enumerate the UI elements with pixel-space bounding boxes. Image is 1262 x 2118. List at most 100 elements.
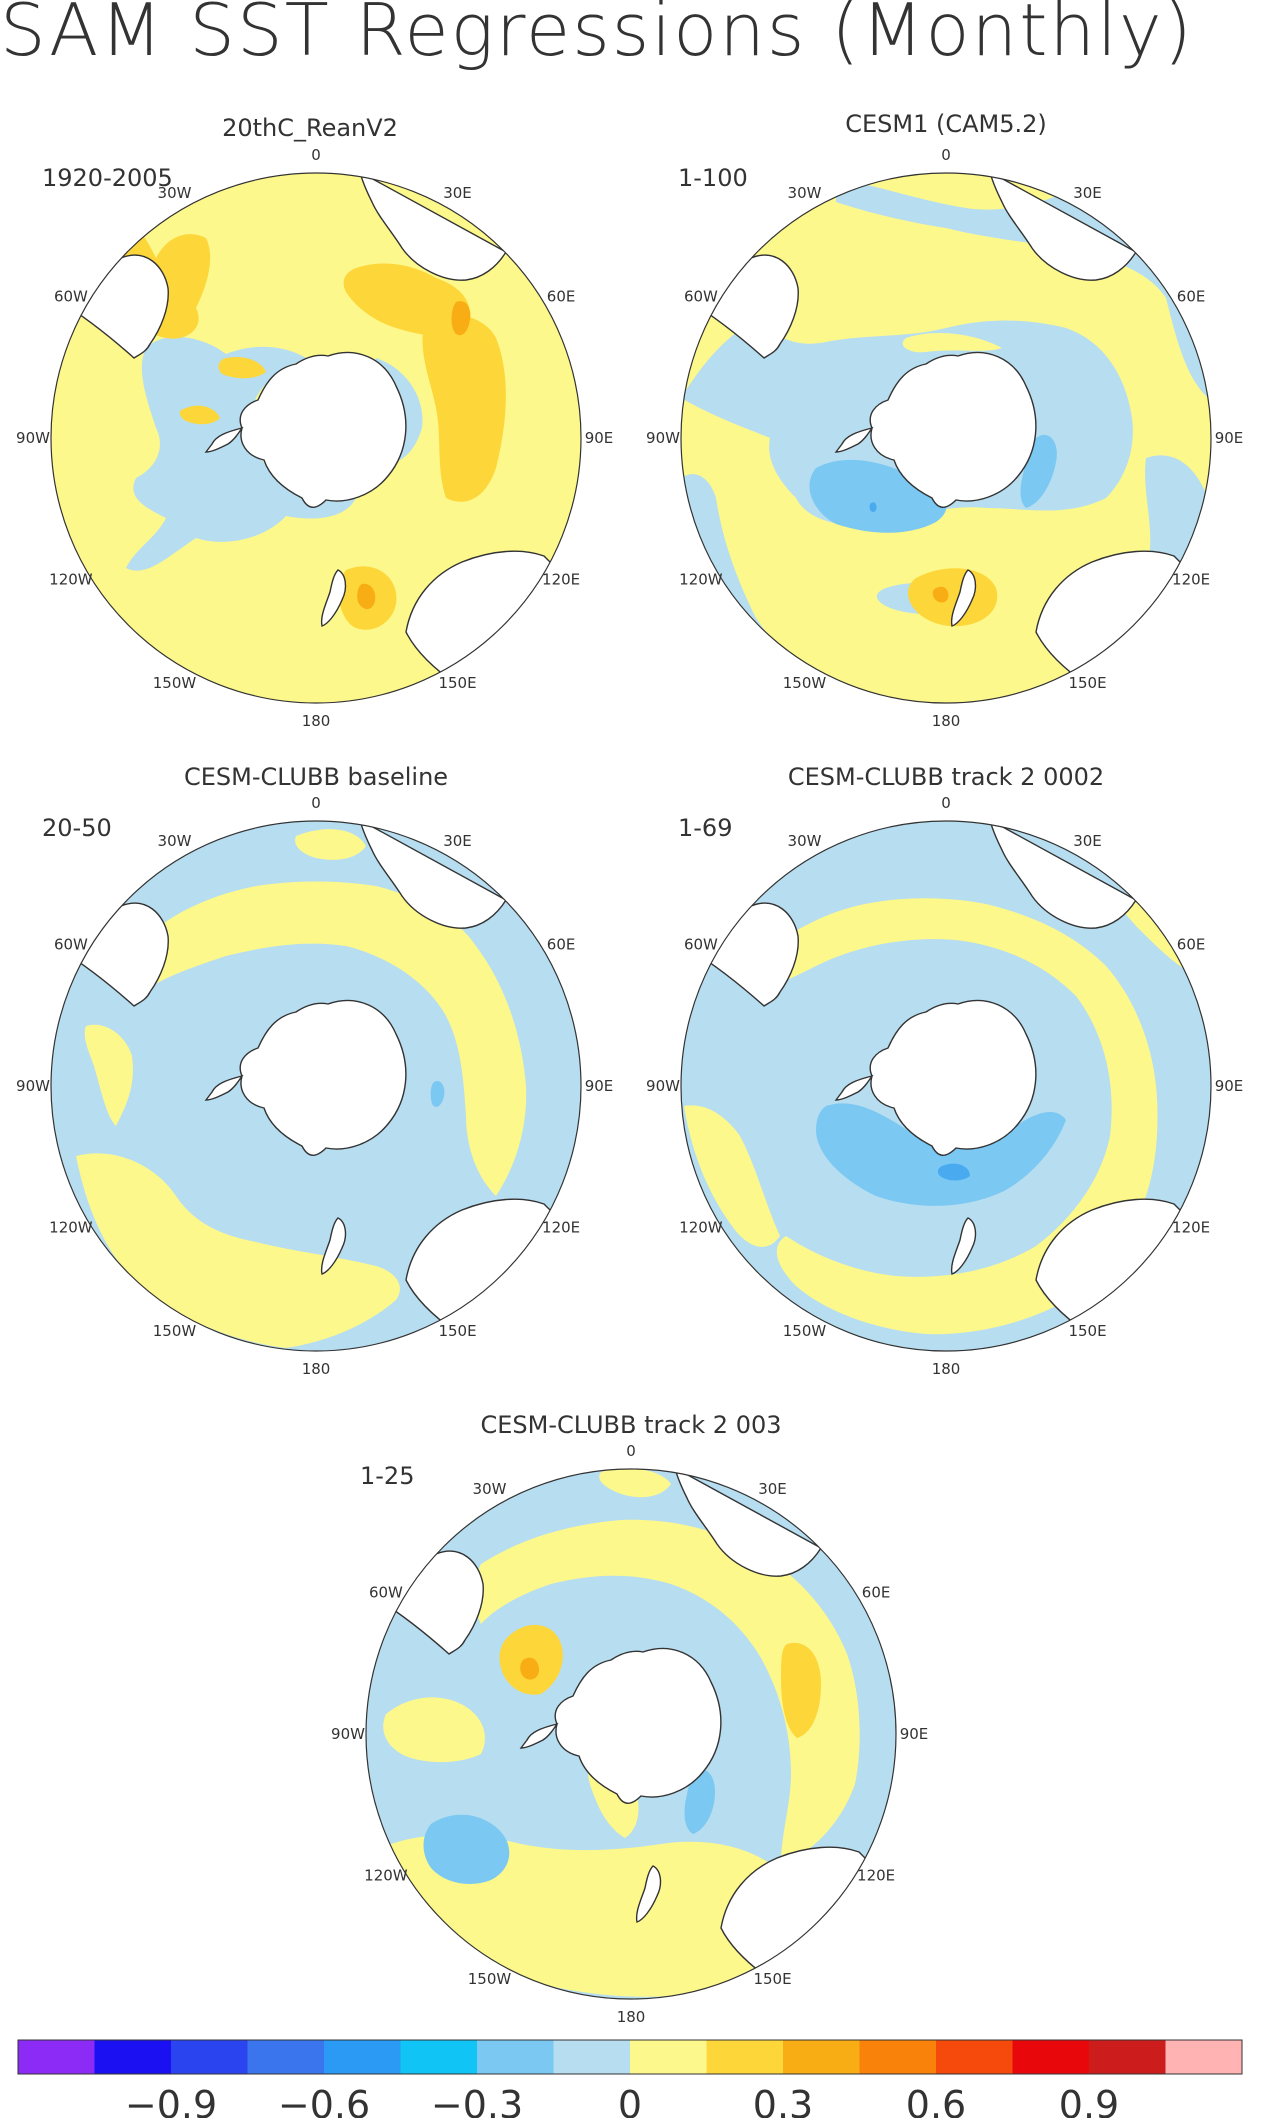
antarctic-peninsula xyxy=(519,1722,559,1749)
anomaly-region xyxy=(1126,976,1148,1016)
colorbar-swatch xyxy=(324,2040,401,2074)
anomaly-region xyxy=(1145,455,1208,638)
map-boundary xyxy=(680,820,1212,1352)
panel-period: 1-25 xyxy=(360,1462,414,1490)
anomaly-region xyxy=(179,405,220,425)
colorbar-swatch xyxy=(1012,2040,1089,2074)
longitude-label: 150E xyxy=(438,674,476,692)
panel-period: 20-50 xyxy=(42,814,112,842)
longitude-label: 30E xyxy=(1073,832,1102,850)
colorbar-label: −0.9 xyxy=(125,2083,217,2118)
longitude-label: 0 xyxy=(941,146,951,164)
longitude-label: 180 xyxy=(932,1360,961,1378)
longitude-label: 60E xyxy=(547,936,576,954)
antarctic-peninsula xyxy=(834,1074,874,1101)
map-panel-reanv2: 20thC_ReanV2 1920-2005 0 30E 60E 90E 120E 150E 1… xyxy=(16,114,613,730)
longitude-label: 90E xyxy=(585,1077,614,1095)
longitude-label: 120E xyxy=(1172,1219,1210,1237)
new-zealand-landmass xyxy=(950,1217,977,1275)
longitude-label: 180 xyxy=(932,712,961,730)
longitude-label: 30W xyxy=(788,184,822,202)
map-boundary xyxy=(50,172,582,704)
colorbar-swatch xyxy=(859,2040,936,2074)
anomaly-region xyxy=(134,881,527,1196)
longitude-label: 150W xyxy=(153,1322,197,1340)
colorbar-swatch xyxy=(553,2040,630,2074)
antarctica-landmass xyxy=(869,999,1037,1156)
anomaly-region xyxy=(218,356,266,379)
longitude-label: 120E xyxy=(857,1867,895,1885)
longitude-label: 150E xyxy=(1068,674,1106,692)
antarctica-landmass xyxy=(869,351,1037,508)
anomaly-region xyxy=(126,336,356,571)
longitude-label: 60W xyxy=(54,936,88,954)
anomaly-region xyxy=(451,301,471,336)
panel-period: 1-100 xyxy=(678,164,748,192)
colorbar-swatch xyxy=(400,2040,477,2074)
longitude-label: 90E xyxy=(585,429,614,447)
colorbar-swatch xyxy=(18,2040,95,2074)
panel-title: CESM-CLUBB baseline xyxy=(184,763,448,791)
panel-title: CESM1 (CAM5.2) xyxy=(845,110,1047,138)
longitude-label: 30E xyxy=(443,832,472,850)
colorbar-swatch xyxy=(171,2040,248,2074)
anomaly-region xyxy=(295,829,366,860)
africa-landmass xyxy=(673,1469,822,1577)
map-panel-track0002: CESM-CLUBB track 2 0002 1-69 0 30E 60E 90E 120… xyxy=(646,763,1243,1378)
anomaly-region xyxy=(84,1024,133,1126)
colorbar-label: 0.6 xyxy=(906,2083,966,2118)
colorbar: −0.9 −0.6 −0.3 0 0.3 0.6 0.9 xyxy=(17,2039,1243,2118)
map-panel-cesm1: CESM1 (CAM5.2) 1-100 0 30E 60E 90E 120E 150E 180… xyxy=(646,110,1243,730)
colorbar-label: −0.3 xyxy=(431,2083,523,2118)
anomaly-region xyxy=(473,1519,860,1864)
longitude-label: 90W xyxy=(646,1077,680,1095)
colorbar-swatch xyxy=(630,2040,707,2074)
colorbar-label: 0.9 xyxy=(1059,2083,1119,2118)
figure-title: SAM SST Regressions (Monthly) xyxy=(0,0,1194,72)
longitude-label: 30W xyxy=(158,184,192,202)
longitude-label: 180 xyxy=(302,712,331,730)
new-zealand-landmass xyxy=(635,1865,662,1923)
longitude-label: 120E xyxy=(542,1219,580,1237)
longitude-label: 60W xyxy=(369,1584,403,1602)
africa-landmass xyxy=(988,173,1137,281)
longitude-label: 30E xyxy=(1073,184,1102,202)
longitude-label: 150E xyxy=(1068,1322,1106,1340)
colorbar-swatch xyxy=(706,2040,783,2074)
longitude-label: 60W xyxy=(684,936,718,954)
anomaly-region xyxy=(383,1697,485,1763)
anomaly-region xyxy=(430,1080,445,1107)
longitude-label: 180 xyxy=(617,2008,646,2026)
longitude-label: 60E xyxy=(1177,288,1206,306)
longitude-label: 30E xyxy=(443,184,472,202)
antarctica-landmass xyxy=(239,999,407,1156)
panel-title: CESM-CLUBB track 2 0002 xyxy=(788,763,1104,791)
antarctic-peninsula xyxy=(204,426,244,453)
longitude-label: 90E xyxy=(1215,1077,1244,1095)
colorbar-swatch xyxy=(1089,2040,1166,2074)
colorbar-label: 0.3 xyxy=(753,2083,813,2118)
map-boundary xyxy=(365,1468,897,2000)
longitude-label: 120E xyxy=(1172,571,1210,589)
map-boundary xyxy=(50,820,582,1352)
colorbar-frame xyxy=(17,2039,1243,2075)
longitude-label: 120W xyxy=(679,1219,723,1237)
panel-period: 1-69 xyxy=(678,814,732,842)
longitude-label: 150E xyxy=(438,1322,476,1340)
colorbar-label: −0.6 xyxy=(278,2083,370,2118)
longitude-label: 60W xyxy=(684,288,718,306)
anomaly-region xyxy=(423,1814,510,1884)
anomaly-region xyxy=(357,583,376,610)
anomaly-region xyxy=(684,1770,715,1834)
longitude-label: 30W xyxy=(473,1480,507,1498)
new-zealand-landmass xyxy=(950,569,977,627)
colorbar-swatch xyxy=(94,2040,171,2074)
antarctic-peninsula xyxy=(834,426,874,453)
panel-title: CESM-CLUBB track 2 003 xyxy=(481,1411,782,1439)
longitude-label: 0 xyxy=(311,794,321,812)
longitude-label: 0 xyxy=(941,794,951,812)
longitude-label: 60E xyxy=(862,1584,891,1602)
anomaly-region xyxy=(932,586,949,603)
anomaly-region xyxy=(937,1163,970,1181)
antarctica-landmass xyxy=(239,351,407,508)
